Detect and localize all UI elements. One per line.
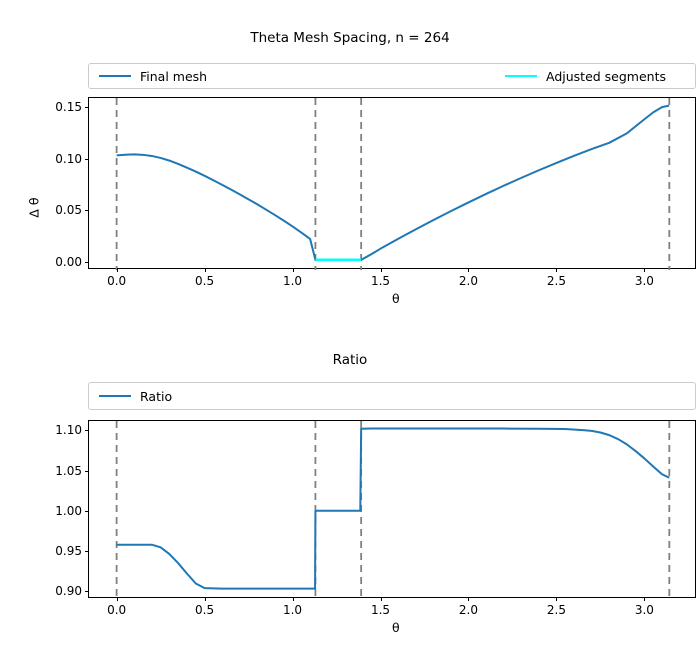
y-tick-label-0: 0.90 — [55, 584, 82, 599]
x-tick-label-4: 2.0 — [458, 274, 479, 288]
legend-entry-final-mesh[interactable]: Final mesh — [99, 64, 207, 88]
chart-title-theta-mesh-spacing: Theta Mesh Spacing, n = 264 — [250, 30, 450, 46]
x-tick-mark-1 — [204, 597, 206, 601]
axis-label-x-theta-bottom: θ — [392, 620, 400, 635]
y-tick-mark-1 — [85, 210, 89, 212]
x-tick-mark-4 — [468, 597, 470, 601]
x-tick-label-0: 0.0 — [107, 603, 127, 617]
y-tick-label-2: 0.10 — [55, 151, 82, 166]
legend-label-adjusted-segments: Adjusted segments — [546, 68, 667, 84]
x-tick-label-5: 2.5 — [546, 274, 566, 288]
x-tick-mark-3 — [380, 597, 382, 601]
axis-label-x-theta-top: θ — [392, 291, 400, 306]
y-tick-mark-0 — [85, 591, 89, 593]
x-tick-label-5: 2.5 — [546, 603, 566, 617]
y-tick-mark-4 — [85, 430, 89, 432]
series-line-ratio — [116, 427, 670, 590]
axis-label-y-delta-theta: Δ θ — [26, 197, 42, 218]
x-tick-label-4: 2.0 — [458, 603, 479, 617]
x-tick-mark-6 — [644, 268, 646, 272]
x-tick-mark-0 — [116, 268, 118, 272]
legend-ratio: Ratio — [88, 382, 696, 410]
x-tick-mark-0 — [116, 597, 118, 601]
plot-canvas-theta-mesh-spacing — [115, 98, 671, 270]
x-tick-mark-2 — [292, 597, 294, 601]
x-tick-label-1: 0.5 — [195, 603, 215, 617]
x-tick-mark-1 — [204, 268, 206, 272]
x-tick-label-3: 1.5 — [370, 274, 391, 288]
y-tick-label-4: 1.10 — [55, 423, 82, 438]
x-tick-mark-6 — [644, 597, 646, 601]
x-tick-mark-4 — [468, 268, 470, 272]
y-tick-mark-2 — [85, 158, 89, 160]
y-tick-mark-1 — [85, 550, 89, 552]
x-tick-label-0: 0.0 — [107, 274, 127, 288]
y-tick-label-3: 0.15 — [55, 99, 82, 114]
plot-canvas-ratio — [115, 421, 671, 599]
y-tick-label-1: 0.95 — [55, 543, 82, 558]
y-tick-mark-2 — [85, 510, 89, 512]
legend-label-final-mesh: Final mesh — [140, 68, 208, 84]
x-tick-label-6: 3.0 — [634, 274, 654, 288]
y-tick-label-3: 1.05 — [55, 463, 82, 478]
x-tick-mark-3 — [380, 268, 382, 272]
x-tick-mark-2 — [292, 268, 294, 272]
y-tick-mark-3 — [85, 106, 89, 108]
legend-entry-adjusted-segments[interactable]: Adjusted segments — [505, 64, 666, 88]
series-line-final-mesh — [116, 104, 670, 261]
x-tick-label-2: 1.0 — [282, 274, 303, 288]
x-tick-label-2: 1.0 — [282, 603, 303, 617]
legend-entry-ratio[interactable]: Ratio — [99, 383, 172, 409]
legend-swatch-ratio — [99, 395, 131, 397]
y-tick-label-0: 0.00 — [55, 255, 82, 270]
x-tick-label-6: 3.0 — [634, 603, 654, 617]
legend-swatch-adjusted-segments — [505, 75, 537, 77]
y-tick-mark-3 — [85, 470, 89, 472]
chart-title-ratio: Ratio — [332, 352, 368, 368]
y-tick-mark-0 — [85, 262, 89, 264]
legend-theta-mesh-spacing: Final mesh Adjusted segments — [88, 63, 696, 89]
legend-swatch-final-mesh — [99, 75, 131, 77]
y-tick-label-1: 0.05 — [55, 203, 82, 218]
x-tick-mark-5 — [556, 597, 558, 601]
legend-label-ratio: Ratio — [140, 388, 173, 404]
plot-area-ratio: 0.90 0.95 1.00 1.05 1.10 0.0 0.5 1.0 1.5 2.0 2.5 3.… — [55, 420, 696, 617]
x-tick-label-1: 0.5 — [195, 274, 215, 288]
plot-area-theta-mesh-spacing: 0.00 0.05 0.10 0.15 0.0 0.5 1.0 1.5 2.0 2.5 3.0 — [55, 97, 696, 288]
x-tick-mark-5 — [556, 268, 558, 272]
x-tick-label-3: 1.5 — [370, 603, 391, 617]
y-tick-label-2: 1.00 — [55, 503, 82, 518]
subplot-ratio: Ratio Ratio 0.90 0.95 1.00 1.05 1.10 0.0 0.5 1.… — [0, 330, 700, 650]
subplot-theta-mesh-spacing: Theta Mesh Spacing, n = 264 Final mesh A… — [26, 30, 696, 306]
